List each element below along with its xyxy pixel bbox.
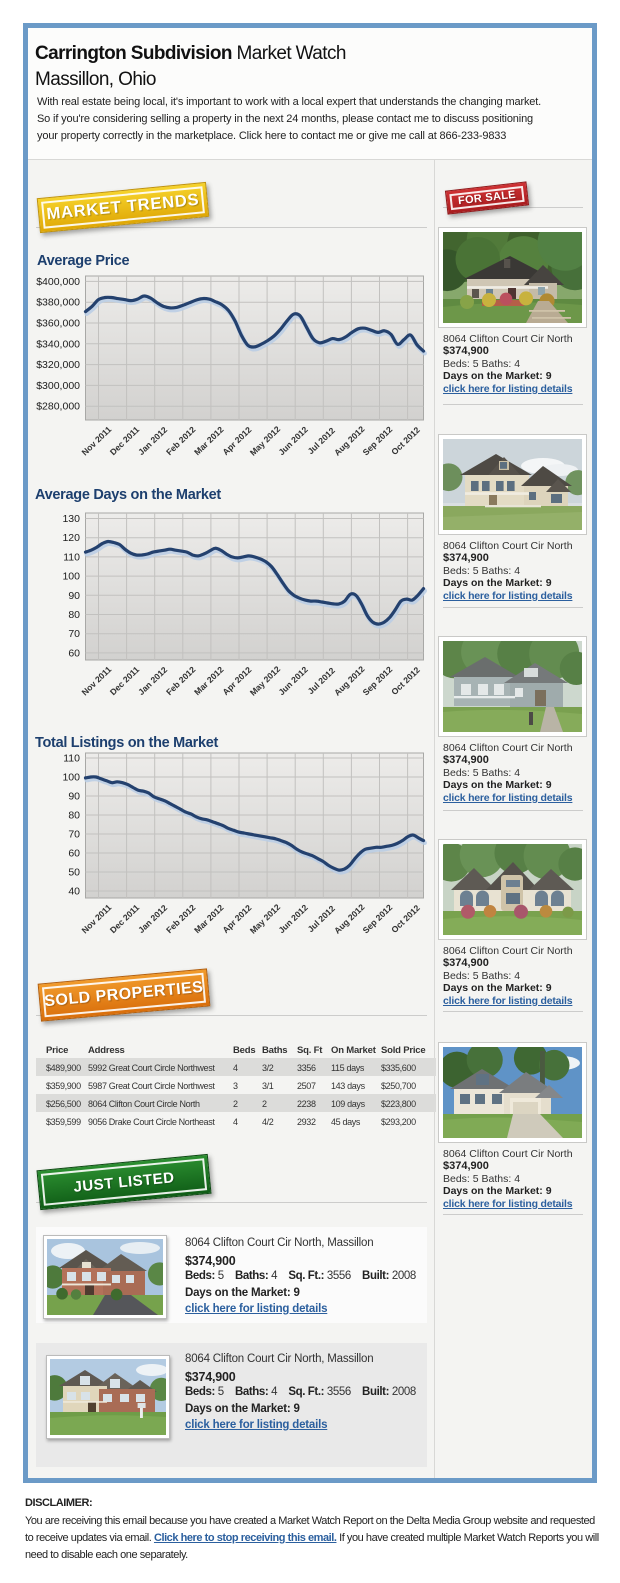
svg-text:May 2012: May 2012: [248, 424, 283, 458]
svg-text:Aug 2012: Aug 2012: [332, 424, 367, 458]
svg-text:110: 110: [63, 753, 80, 765]
svg-text:Oct 2012: Oct 2012: [389, 425, 422, 457]
svg-text:60: 60: [68, 647, 80, 659]
svg-text:Nov 2011: Nov 2011: [80, 902, 114, 935]
svg-text:Mar 2012: Mar 2012: [192, 902, 226, 935]
svg-text:Feb 2012: Feb 2012: [164, 902, 198, 935]
svg-text:Jun 2012: Jun 2012: [276, 664, 310, 697]
svg-text:Oct 2012: Oct 2012: [389, 665, 422, 697]
svg-text:Oct 2012: Oct 2012: [389, 903, 422, 935]
svg-text:Sep 2012: Sep 2012: [361, 902, 395, 935]
svg-text:Mar 2012: Mar 2012: [192, 424, 226, 457]
svg-text:Feb 2012: Feb 2012: [164, 664, 198, 697]
svg-text:90: 90: [68, 791, 80, 803]
svg-text:Jun 2012: Jun 2012: [276, 902, 310, 935]
svg-text:120: 120: [62, 532, 80, 544]
svg-text:$300,000: $300,000: [36, 380, 80, 392]
svg-text:100: 100: [62, 571, 80, 583]
svg-text:Nov 2011: Nov 2011: [80, 664, 114, 697]
svg-text:Jun 2012: Jun 2012: [276, 424, 310, 457]
svg-text:Sep 2012: Sep 2012: [361, 424, 395, 457]
svg-text:40: 40: [68, 886, 80, 898]
svg-text:Dec 2011: Dec 2011: [108, 902, 142, 935]
svg-text:Nov 2011: Nov 2011: [80, 424, 114, 457]
svg-text:May 2012: May 2012: [248, 902, 283, 936]
svg-text:Jan 2012: Jan 2012: [136, 664, 169, 697]
svg-text:60: 60: [68, 848, 80, 860]
svg-text:80: 80: [68, 810, 80, 822]
svg-text:Aug 2012: Aug 2012: [332, 902, 367, 936]
svg-text:70: 70: [68, 829, 80, 841]
svg-text:Aug 2012: Aug 2012: [332, 664, 367, 698]
svg-text:130: 130: [62, 513, 80, 525]
svg-text:100: 100: [62, 772, 80, 784]
svg-text:80: 80: [68, 609, 80, 621]
svg-text:$320,000: $320,000: [36, 359, 80, 371]
svg-text:50: 50: [68, 867, 80, 879]
svg-text:$380,000: $380,000: [36, 297, 80, 309]
svg-text:May 2012: May 2012: [248, 664, 283, 698]
svg-text:Dec 2011: Dec 2011: [108, 664, 142, 697]
svg-text:Sep 2012: Sep 2012: [361, 664, 395, 697]
svg-text:Dec 2011: Dec 2011: [108, 424, 142, 457]
svg-text:70: 70: [68, 628, 80, 640]
svg-text:$360,000: $360,000: [36, 318, 80, 330]
svg-text:Jan 2012: Jan 2012: [136, 424, 169, 457]
svg-text:$400,000: $400,000: [36, 276, 80, 288]
svg-text:Mar 2012: Mar 2012: [192, 664, 226, 697]
svg-text:110: 110: [63, 551, 80, 563]
svg-text:Jan 2012: Jan 2012: [136, 902, 169, 935]
svg-text:$340,000: $340,000: [36, 338, 80, 350]
svg-text:90: 90: [68, 590, 80, 602]
svg-text:$280,000: $280,000: [36, 401, 80, 413]
svg-text:Feb 2012: Feb 2012: [164, 424, 198, 457]
